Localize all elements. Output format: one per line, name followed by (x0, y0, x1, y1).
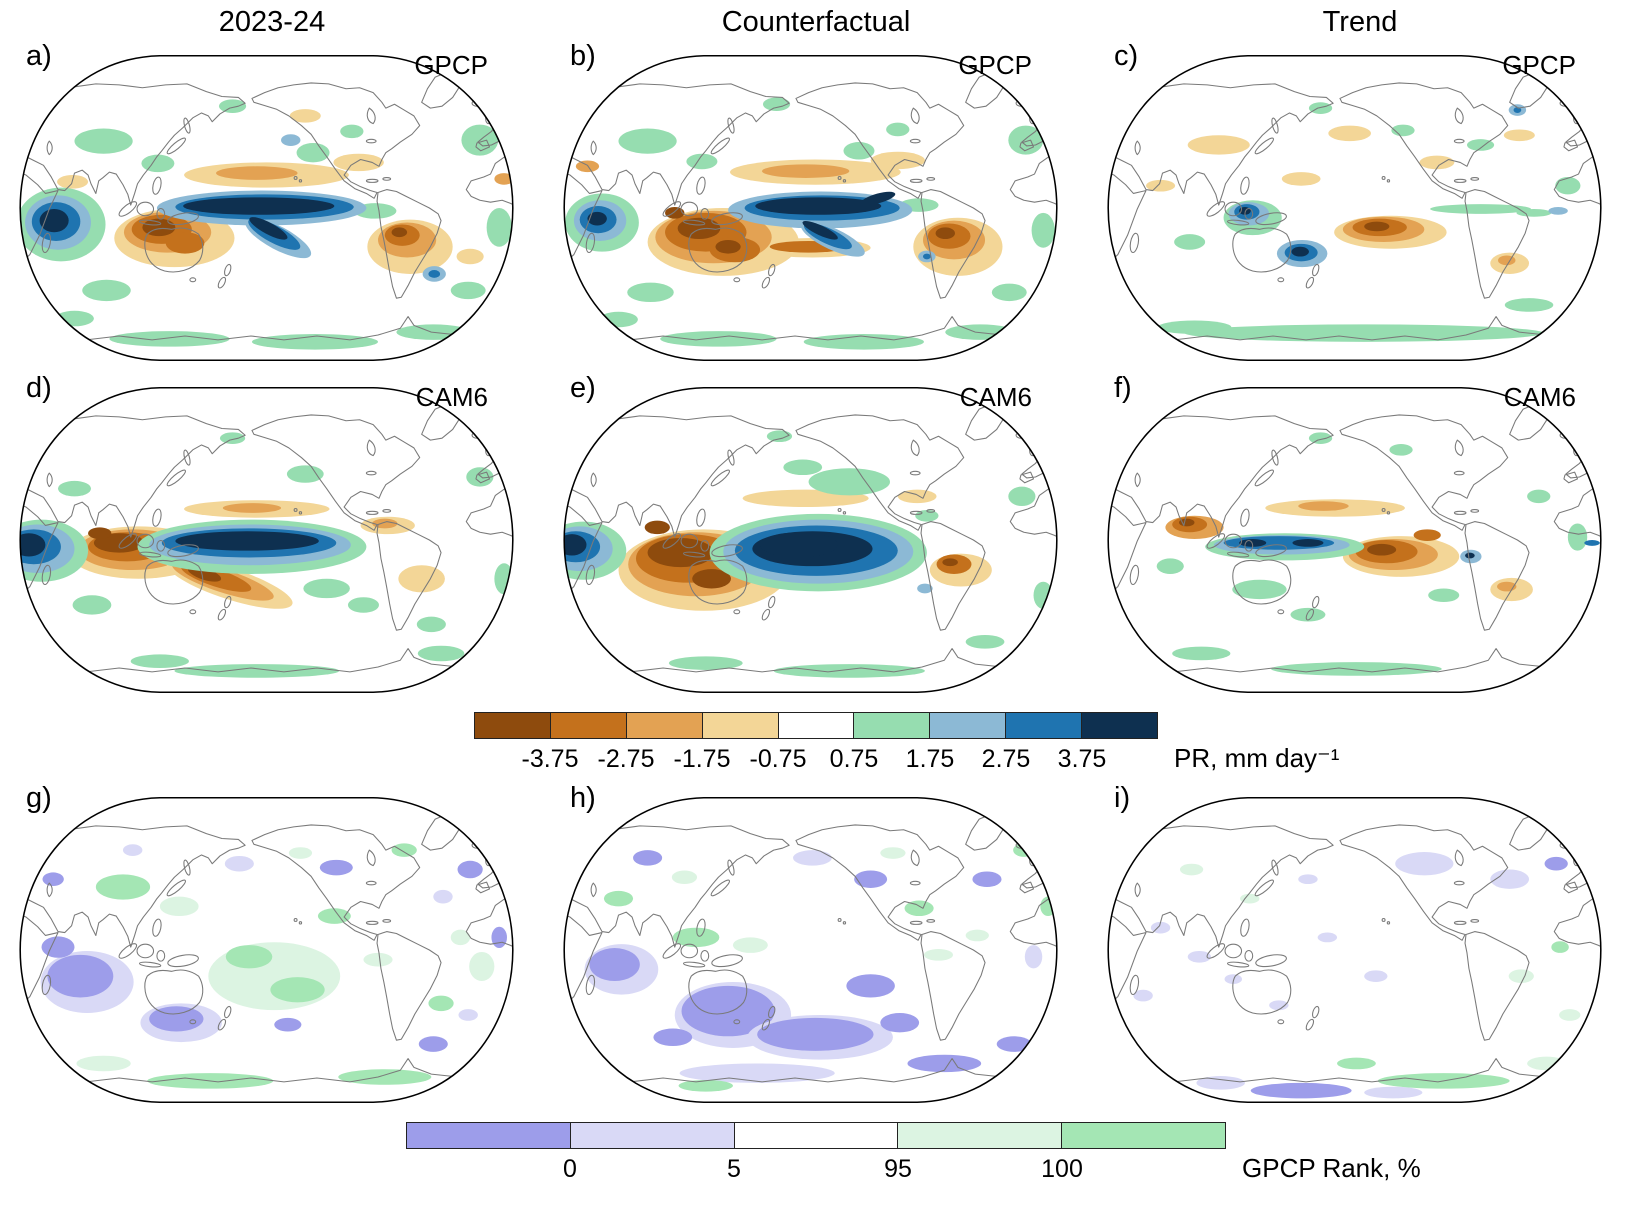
pr-colorbar-label: PR, mm day⁻¹ (1174, 743, 1340, 773)
panel-e: e) CAM6 (544, 372, 1088, 704)
panel-dataset-label: GPCP (414, 50, 488, 80)
world-map-a (19, 54, 514, 362)
anomaly-contours (1108, 71, 1601, 342)
colorbar-segment (734, 1123, 899, 1148)
world-map-b (563, 54, 1058, 362)
rank-patches (1108, 813, 1601, 1099)
rank-patches (564, 813, 1057, 1092)
colorbar-segment (1006, 713, 1083, 738)
panel-dataset-label: CAM6 (1503, 382, 1576, 412)
colorbar-segment (702, 713, 779, 738)
panel-dataset-label: GPCP (958, 50, 1032, 80)
panel-h: h) (544, 782, 1088, 1114)
world-map-e (563, 386, 1058, 694)
panel-letter: a) (26, 40, 52, 72)
colorbar-segment (1082, 713, 1158, 738)
panel-i: i) (1088, 782, 1632, 1114)
panel-dataset-label: CAM6 (959, 382, 1032, 412)
anomaly-contours (1108, 403, 1601, 676)
colorbar-segment (550, 713, 627, 738)
world-map-h (563, 796, 1058, 1104)
colorbar-segment (898, 1123, 1063, 1148)
map-frame (1107, 796, 1602, 1104)
colorbar-tick: 2.75 (981, 745, 1031, 773)
anomaly-contours (564, 71, 1057, 350)
colorbar-tick: 100 (1041, 1155, 1083, 1183)
anomaly-contours (564, 403, 1057, 678)
world-map-d (19, 386, 514, 694)
panel-letter: b) (570, 40, 596, 72)
panel-a: a) GPCP (0, 40, 544, 372)
panel-b: b) GPCP (544, 40, 1088, 372)
colorbar-tick: 1.75 (905, 745, 955, 773)
column-title-2023-24: 2023-24 (218, 6, 326, 38)
world-map-f (1107, 386, 1602, 694)
colorbar-segment (475, 713, 551, 738)
panel-letter: f) (1114, 372, 1132, 404)
colorbar-tick: -2.75 (597, 745, 655, 773)
rank-colorbar-bar (406, 1122, 1226, 1149)
map-row-rank: g) (0, 782, 1632, 1114)
column-title-counterfactual: Counterfactual (721, 6, 911, 38)
colorbar-segment (626, 713, 703, 738)
world-map-g (19, 796, 514, 1104)
panel-dataset-label: CAM6 (415, 382, 488, 412)
map-row-gpcp: a) GPCP (0, 40, 1632, 372)
panel-letter: e) (570, 372, 596, 404)
map-frame (1107, 386, 1602, 694)
colorbar-tick: -3.75 (521, 745, 579, 773)
colorbar-tick: 95 (884, 1155, 912, 1183)
world-map-i (1107, 796, 1602, 1104)
panel-letter: d) (26, 372, 52, 404)
panel-dataset-label: GPCP (1502, 50, 1576, 80)
panel-letter: h) (570, 782, 596, 814)
panel-f: f) CAM6 (1088, 372, 1632, 704)
rank-patches (20, 813, 513, 1089)
anomaly-contours (20, 71, 513, 350)
colorbar-tick: 5 (727, 1155, 741, 1183)
panel-d: d) CAM6 (0, 372, 544, 704)
map-row-cam6: d) CAM6 (0, 372, 1632, 704)
colorbar-segment (854, 713, 931, 738)
panel-letter: g) (26, 782, 52, 814)
colorbar-tick: 0.75 (829, 745, 879, 773)
panel-g: g) (0, 782, 544, 1114)
column-titles: 2023-24 Counterfactual Trend (0, 6, 1632, 39)
world-map-c (1107, 54, 1602, 362)
colorbar-segment (778, 713, 855, 738)
anomaly-contours (20, 403, 513, 678)
pr-colorbar: -3.75 -2.75 -1.75 -0.75 0.75 1.75 2.75 3… (0, 712, 1632, 773)
panel-c: c) GPCP (1088, 40, 1632, 372)
column-title-trend: Trend (1322, 6, 1398, 38)
colorbar-tick: 3.75 (1057, 745, 1107, 773)
panel-letter: i) (1114, 782, 1131, 814)
panel-letter: c) (1114, 40, 1139, 72)
rank-colorbar-label: GPCP Rank, % (1242, 1153, 1421, 1183)
colorbar-segment (1062, 1123, 1225, 1148)
rank-colorbar: 0 5 95 100 GPCP Rank, % (0, 1122, 1632, 1183)
colorbar-tick: -1.75 (673, 745, 731, 773)
colorbar-segment (570, 1123, 735, 1148)
colorbar-tick: 0 (563, 1155, 577, 1183)
colorbar-tick: -0.75 (749, 745, 807, 773)
pr-colorbar-bar (474, 712, 1158, 739)
colorbar-segment (407, 1123, 571, 1148)
colorbar-segment (930, 713, 1007, 738)
